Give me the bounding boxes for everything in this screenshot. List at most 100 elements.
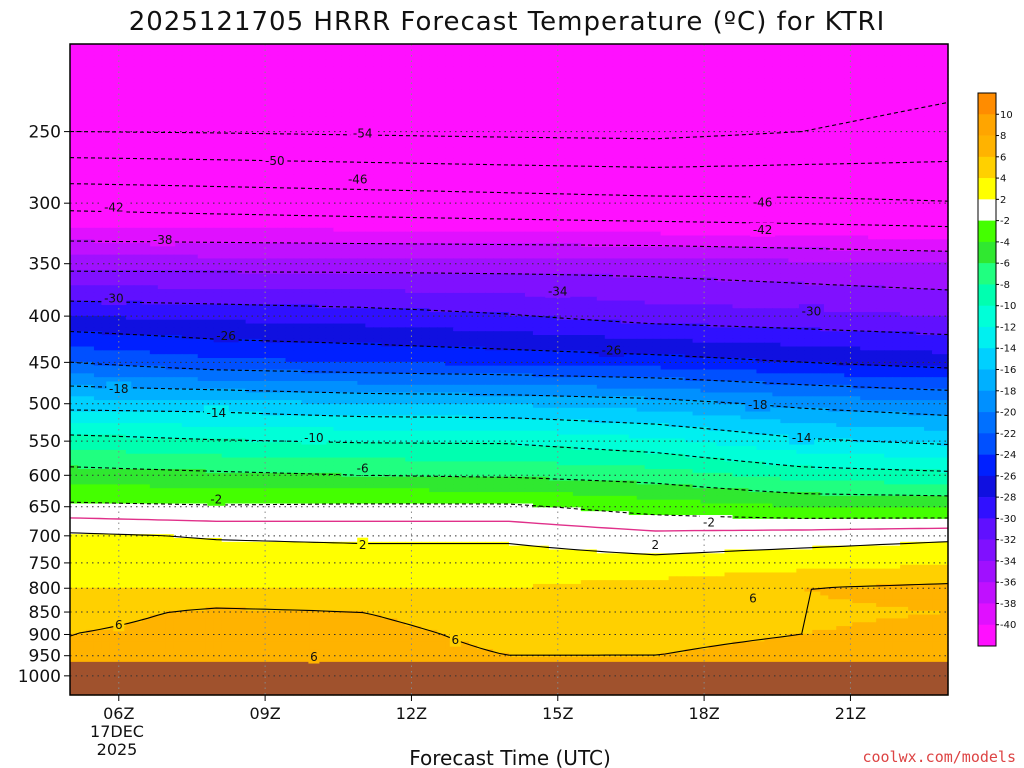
temperature-cell — [916, 66, 925, 72]
temperature-cell — [532, 174, 542, 179]
temperature-cell — [516, 151, 526, 156]
temperature-cell — [157, 197, 167, 202]
temperature-cell — [101, 193, 111, 198]
temperature-cell — [325, 185, 334, 191]
temperature-cell — [349, 66, 358, 72]
temperature-cell — [509, 201, 518, 206]
temperature-cell — [724, 135, 734, 141]
temperature-cell — [676, 178, 686, 183]
temperature-cell — [748, 78, 758, 83]
temperature-cell — [796, 44, 805, 49]
temperature-cell — [365, 139, 374, 145]
temperature-cell — [101, 63, 111, 68]
temperature-cell — [652, 197, 662, 202]
temperature-cell — [884, 185, 893, 191]
temperature-cell — [828, 135, 837, 141]
temperature-cell — [604, 197, 614, 202]
temperature-cell — [453, 93, 462, 99]
temperature-cell — [684, 128, 694, 133]
temperature-cell — [836, 170, 845, 175]
temperature-cell — [756, 151, 766, 156]
temperature-cell — [189, 120, 199, 126]
temperature-cell — [932, 166, 941, 171]
temperature-cell — [437, 155, 446, 160]
temperature-cell — [357, 101, 366, 106]
temperature-cell — [540, 139, 550, 145]
temperature-cell — [85, 189, 95, 194]
temperature-cell — [828, 178, 837, 183]
temperature-cell — [245, 44, 255, 49]
temperature-cell — [716, 63, 726, 68]
temperature-cell — [780, 193, 789, 198]
temperature-cell — [724, 124, 734, 129]
temperature-cell — [77, 63, 87, 68]
temperature-cell — [812, 193, 821, 198]
temperature-cell — [804, 51, 813, 57]
temperature-cell — [644, 66, 654, 72]
temperature-cell — [876, 151, 885, 156]
temperature-cell — [253, 212, 263, 217]
temperature-cell — [405, 86, 414, 91]
temperature-cell — [461, 174, 470, 179]
temperature-cell — [469, 89, 478, 95]
temperature-cell — [381, 120, 390, 126]
temperature-cell — [532, 197, 542, 202]
temperature-cell — [285, 97, 295, 103]
temperature-cell — [293, 93, 303, 99]
temperature-cell — [109, 82, 119, 87]
temperature-cell — [564, 63, 574, 68]
temperature-cell — [580, 158, 590, 164]
temperature-cell — [580, 51, 590, 57]
temperature-cell — [77, 86, 87, 91]
temperature-cell — [772, 170, 781, 175]
temperature-cell — [85, 139, 95, 145]
temperature-cell — [908, 151, 917, 156]
temperature-cell — [692, 124, 702, 129]
temperature-cell — [325, 189, 334, 194]
temperature-cell — [205, 124, 215, 129]
temperature-cell — [141, 170, 151, 175]
temperature-cell — [509, 128, 518, 133]
temperature-cell — [277, 170, 287, 175]
temperature-cell — [493, 181, 502, 187]
temperature-cell — [580, 89, 590, 95]
temperature-cell — [660, 93, 670, 99]
temperature-cell — [181, 166, 191, 171]
temperature-cell — [564, 166, 574, 171]
temperature-cell — [540, 147, 550, 152]
temperature-cell — [285, 155, 295, 160]
temperature-cell — [812, 185, 821, 191]
temperature-cell — [149, 70, 159, 76]
temperature-cell — [269, 178, 279, 183]
temperature-cell — [876, 178, 885, 183]
temperature-cell — [636, 82, 646, 87]
temperature-cell — [732, 155, 742, 160]
temperature-cell — [812, 197, 821, 202]
temperature-cell — [748, 63, 758, 68]
temperature-cell — [125, 74, 135, 80]
temperature-cell — [165, 216, 175, 221]
temperature-cell — [469, 128, 478, 133]
temperature-cell — [724, 78, 734, 83]
temperature-cell — [820, 143, 829, 148]
temperature-cell — [660, 124, 670, 129]
temperature-cell — [429, 189, 438, 194]
temperature-cell — [700, 70, 710, 76]
temperature-cell — [445, 139, 454, 145]
temperature-cell — [485, 74, 494, 80]
temperature-cell — [293, 105, 303, 110]
temperature-cell — [580, 189, 590, 194]
temperature-cell — [572, 74, 582, 80]
temperature-cell — [333, 89, 342, 95]
temperature-cell — [245, 97, 255, 103]
temperature-cell — [604, 147, 614, 152]
temperature-cell — [908, 178, 917, 183]
temperature-cell — [580, 112, 590, 118]
temperature-cell — [596, 55, 606, 60]
temperature-cell — [892, 63, 901, 68]
temperature-cell — [732, 139, 742, 145]
temperature-cell — [85, 51, 95, 57]
temperature-cell — [564, 139, 574, 145]
temperature-cell — [524, 193, 534, 198]
temperature-cell — [716, 166, 726, 171]
